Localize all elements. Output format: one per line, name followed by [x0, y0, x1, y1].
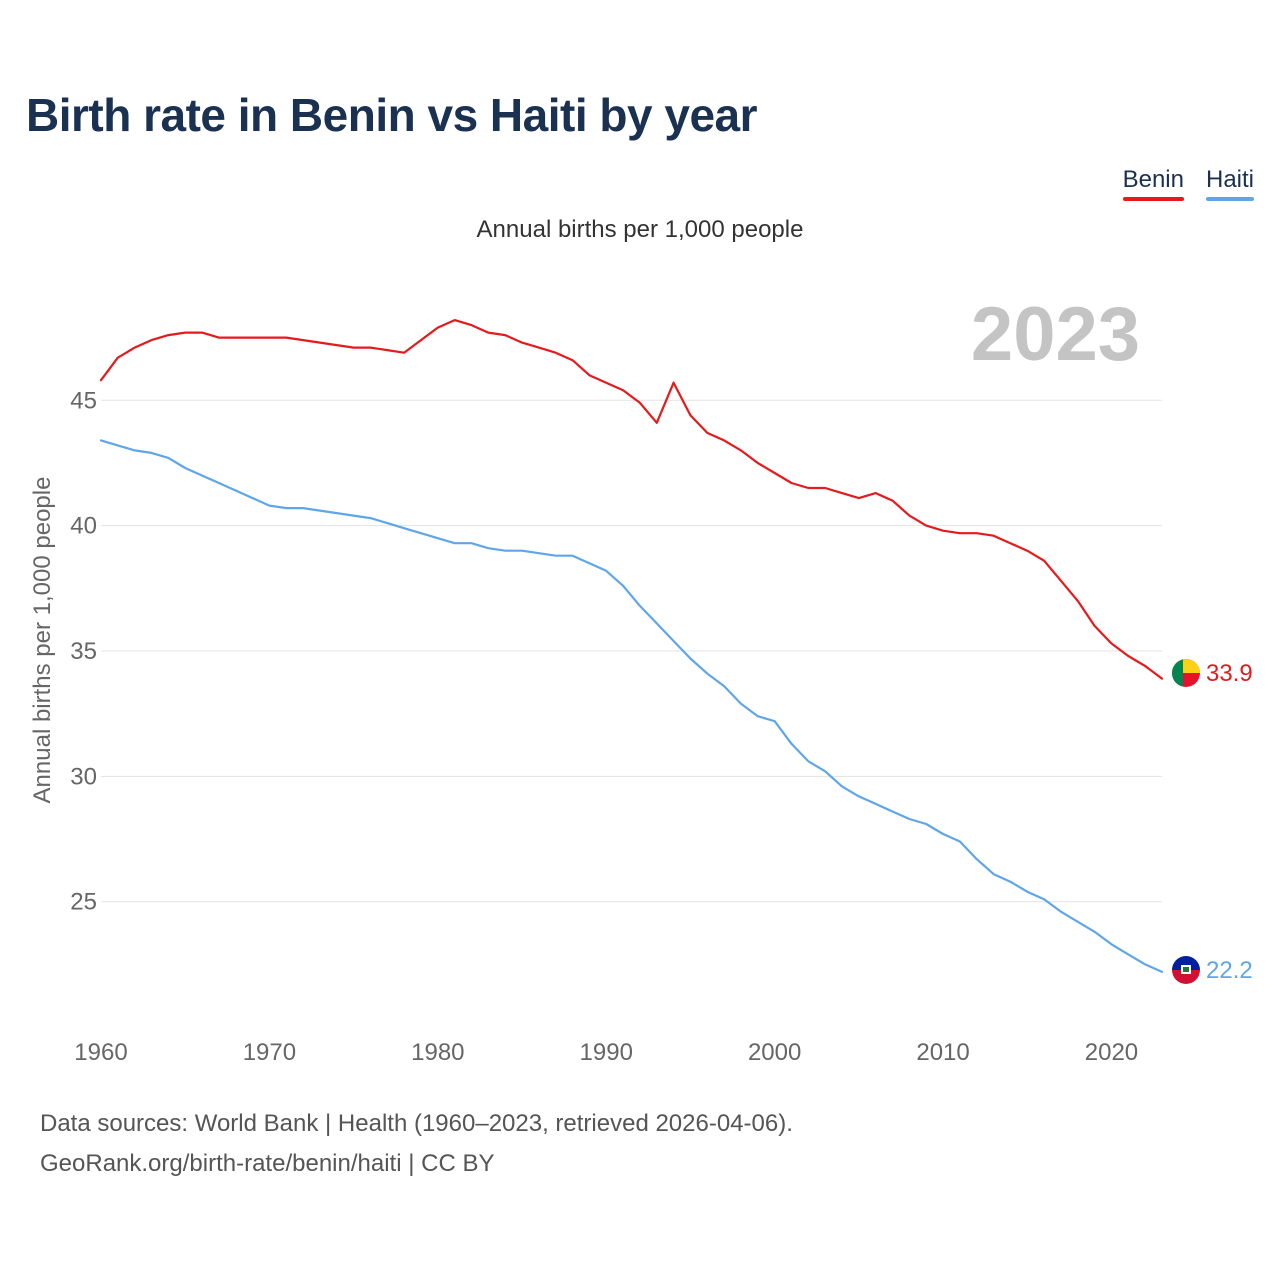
legend-item-haiti[interactable]: Haiti	[1205, 166, 1254, 201]
legend: Benin Haiti	[1122, 166, 1254, 201]
legend-label-haiti: Haiti	[1205, 166, 1254, 193]
chart-title: Birth rate in Benin vs Haiti by year	[26, 89, 758, 141]
y-tick-label: 30	[70, 763, 97, 790]
x-tick-label: 2020	[1085, 1039, 1138, 1066]
x-tick-label: 1980	[411, 1039, 464, 1066]
series-line-benin[interactable]	[99, 319, 1164, 680]
year-watermark: 2023	[971, 292, 1140, 377]
end-value-label-haiti: 22.2	[1206, 957, 1253, 984]
legend-swatch-benin	[1122, 197, 1184, 201]
footer: Data sources: World Bank | Health (1960–…	[40, 1104, 793, 1184]
x-tick-label: 1960	[74, 1039, 127, 1066]
x-tick-label: 2000	[748, 1039, 801, 1066]
y-tick-label: 25	[70, 889, 97, 916]
y-tick-label: 35	[70, 638, 97, 665]
legend-swatch-haiti	[1205, 197, 1254, 201]
end-value-label-benin: 33.9	[1206, 660, 1253, 687]
legend-label-benin: Benin	[1122, 166, 1184, 193]
footer-sources: Data sources: World Bank | Health (1960–…	[40, 1110, 793, 1137]
x-tick-label: 2010	[916, 1039, 969, 1066]
x-tick-label: 1970	[243, 1039, 296, 1066]
y-tick-label: 45	[70, 387, 97, 414]
footer-url: GeoRank.org/birth-rate/benin/haiti | CC …	[40, 1150, 495, 1177]
benin-flag-icon	[1172, 659, 1200, 687]
y-axis-label: Annual births per 1,000 people	[29, 477, 56, 804]
legend-item-benin[interactable]: Benin	[1122, 166, 1184, 201]
x-tick-label: 1990	[580, 1039, 633, 1066]
chart-subtitle: Annual births per 1,000 people	[476, 216, 804, 243]
series-line-haiti[interactable]	[99, 439, 1164, 974]
haiti-flag-icon	[1172, 956, 1200, 984]
y-tick-label: 40	[70, 513, 97, 540]
